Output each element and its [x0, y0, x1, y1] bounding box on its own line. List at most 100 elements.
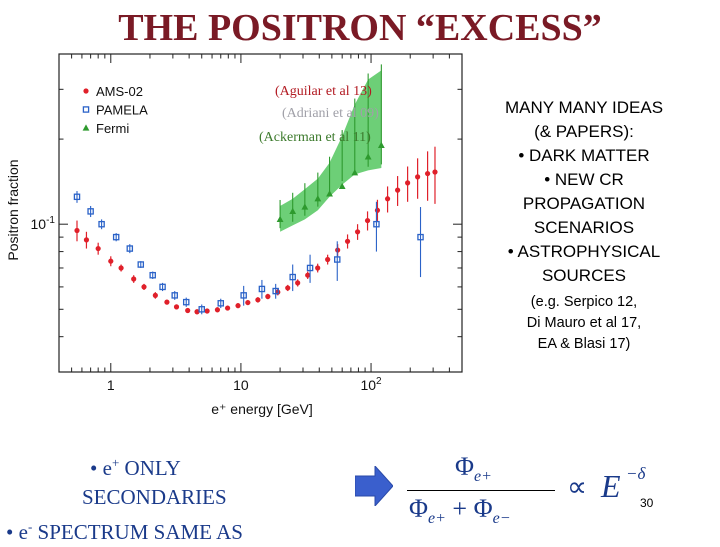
x-tick-label: 102: [360, 376, 382, 393]
ams-data-point: [395, 187, 401, 193]
ams-data-point: [325, 256, 331, 263]
pamela-data-point: [98, 220, 105, 228]
secondaries-line: SECONDARIES: [82, 485, 227, 509]
fermi-data-point: [289, 207, 297, 214]
pamela-data-point: [306, 264, 314, 272]
slide-title: THE POSITRON “EXCESS”: [118, 7, 602, 49]
ams-data-point: [131, 276, 137, 282]
pamela-data-point: [159, 283, 166, 291]
spectral-index-exponent: −δ: [626, 464, 646, 483]
bullet-propagation: PROPAGATION: [522, 194, 646, 213]
ams-data-point: [95, 245, 101, 252]
fermi-data-point: [276, 215, 284, 222]
ams-data-point: [305, 272, 311, 278]
bullet-eminus-spectrum: • e- SPECTRUM SAME AS: [6, 519, 243, 544]
fermi-data-point: [338, 182, 346, 190]
ams-data-point: [415, 174, 421, 180]
ams-data-point: [108, 258, 114, 264]
ams-data-point: [194, 309, 200, 315]
x-tick-label: 10: [233, 377, 249, 393]
pamela-data-point: [240, 292, 247, 299]
ideas-line-2: (& PAPERS):: [534, 122, 634, 141]
formula-denominator: Φe+ + Φe−: [409, 494, 511, 528]
fermi-data-point: [301, 203, 309, 210]
secondaries-block: • e+ ONLY SECONDARIES • e- SPECTRUM SAME…: [0, 448, 330, 547]
ams-data-point: [364, 217, 371, 224]
ams-data-point: [118, 265, 124, 271]
pamela-data-point: [417, 233, 424, 241]
pamela-data-point: [182, 298, 190, 306]
ams-data-point: [173, 304, 180, 310]
references-block: (e.g. Serpico 12, Di Mauro et al 17, EA …: [478, 292, 690, 355]
pamela-data-point: [272, 287, 279, 295]
fermi-data-point: [377, 141, 385, 148]
x-axis-label: e⁺ energy [GeV]: [211, 401, 313, 417]
legend-marker: [82, 106, 90, 113]
pamela-data-point: [198, 306, 205, 313]
energy-symbol: E: [601, 468, 621, 504]
ref-dimauro: Di Mauro et al 17,: [526, 315, 642, 331]
ams-data-point: [164, 299, 170, 305]
fermi-data-point: [314, 195, 322, 202]
ams-data-point: [214, 307, 221, 313]
pamela-data-point: [171, 292, 178, 299]
legend-marker: [82, 124, 90, 131]
ref-ea-blasi: EA & Blasi 17): [537, 336, 631, 352]
legend-label: Fermi: [96, 121, 129, 136]
bullet-eplus-only: • e+ ONLY: [90, 455, 181, 480]
ams-data-point: [224, 305, 231, 311]
legend-label: PAMELA: [96, 103, 148, 118]
bullet-scenarios: SCENARIOS: [533, 218, 635, 237]
ams-data-point: [185, 307, 191, 314]
citation-pamela: (Adriani et al 09): [282, 106, 379, 121]
pamela-data-point: [73, 193, 81, 201]
ams-data-point: [83, 237, 90, 243]
bullet-astrophysical: • ASTROPHYSICAL: [507, 242, 661, 261]
ref-serpico: (e.g. Serpico 12,: [530, 294, 638, 310]
pamela-data-point: [334, 256, 341, 263]
ams-data-point: [344, 238, 351, 244]
ams-data-point: [285, 285, 291, 291]
legend-marker: [83, 88, 89, 94]
pamela-data-point: [87, 208, 94, 215]
ams-data-point: [265, 293, 271, 300]
pamela-data-point: [373, 220, 380, 228]
fermi-data-point: [364, 153, 372, 160]
right-arrow-icon: [355, 466, 393, 506]
pamela-data-point: [217, 300, 225, 307]
positron-fraction-chart: 1 10 102 10-1 AMS-02 PAMELA Fermi Positron fr…: [5, 53, 463, 417]
ams-data-point: [374, 207, 381, 213]
citation-fermi: (Ackerman et al 11): [259, 130, 371, 145]
citation-ams: (Aguilar et al 13): [275, 84, 372, 99]
ideas-panel: MANY MANY IDEAS (& PAPERS): • DARK MATTE…: [478, 96, 690, 288]
ams-data-point: [245, 299, 251, 306]
page-number: 30: [640, 496, 654, 510]
y-tick-label: 10-1: [31, 215, 56, 232]
proportional-symbol: ∝: [567, 472, 588, 503]
pamela-data-point: [289, 273, 296, 281]
pamela-data-point: [126, 245, 134, 252]
pamela-data-point: [258, 285, 266, 293]
pamela-data-point: [112, 233, 120, 241]
ideas-line-1: MANY MANY IDEAS: [504, 98, 664, 117]
ams-data-point: [432, 169, 438, 175]
plot-frame: [58, 53, 463, 373]
fraction-bar: [407, 490, 555, 491]
ams-data-point: [384, 196, 391, 202]
ams-data-point: [354, 229, 361, 235]
ams-data-point: [424, 170, 431, 177]
formula-numerator: Φe+: [455, 452, 492, 486]
ams-data-point: [235, 303, 241, 309]
bullet-sources: SOURCES: [541, 266, 627, 285]
ams-data-point: [74, 227, 80, 234]
ams-data-point: [152, 292, 158, 298]
fermi-data-point: [351, 169, 359, 176]
y-axis-label: Positron fraction: [5, 159, 21, 260]
ams-data-point: [255, 297, 261, 303]
fermi-data-point: [326, 190, 333, 197]
ams-data-point: [405, 180, 411, 186]
bullet-new-cr: • NEW CR: [544, 170, 624, 189]
pamela-data-point: [149, 271, 156, 279]
pamela-data-point: [137, 261, 145, 268]
bullet-dark-matter: • DARK MATTER: [518, 146, 650, 165]
